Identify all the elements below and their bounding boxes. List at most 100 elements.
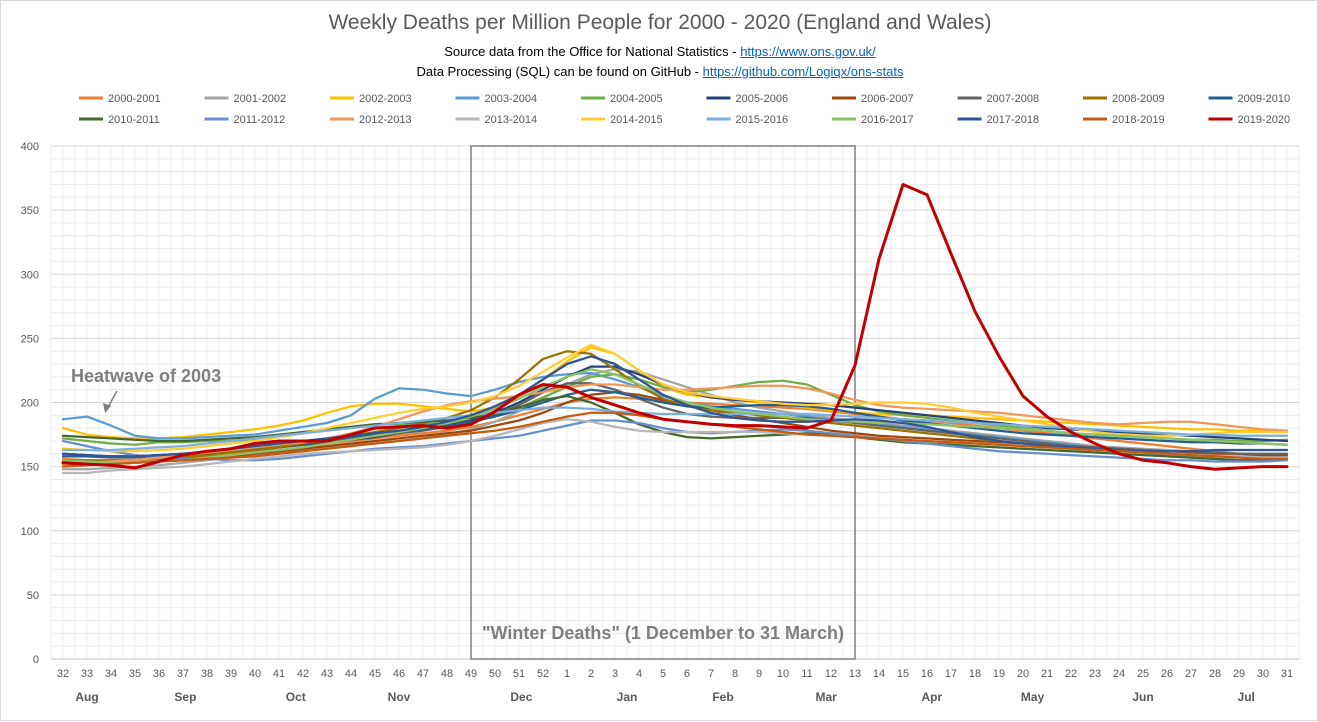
series-lines <box>61 183 1289 475</box>
legend-item: 2001-2002 <box>204 93 287 105</box>
legend-label: 2003-2004 <box>485 93 538 105</box>
series-line-2002-2003 <box>61 346 1289 440</box>
x-tick-label: 42 <box>297 668 309 680</box>
legend-item: 2015-2016 <box>706 114 789 126</box>
legend: 2000-2001 2001-2002 2002-2003 2003-2004 2004… <box>79 93 1290 126</box>
series-line-2010-2011 <box>61 394 1289 462</box>
x-tick-label: 7 <box>708 668 714 680</box>
x-tick-label: 37 <box>177 668 189 680</box>
y-tick-label: 400 <box>21 141 39 153</box>
source-link[interactable]: https://www.ons.gov.uk/ <box>740 44 876 59</box>
series-line-2012-2013 <box>61 383 1289 466</box>
github-link[interactable]: https://github.com/Logiqx/ons-stats <box>702 64 904 79</box>
x-tick-label: 15 <box>897 668 909 680</box>
x-tick-label: 10 <box>777 668 789 680</box>
y-tick-label: 50 <box>27 590 39 602</box>
x-tick-label: 48 <box>441 668 453 680</box>
legend-item: 2016-2017 <box>832 114 914 126</box>
x-tick-label: 11 <box>801 668 812 680</box>
month-label: Sep <box>174 690 196 704</box>
series-line-2017-2018 <box>61 355 1289 458</box>
legend-label: 2011-2012 <box>234 114 286 126</box>
legend-label: 2008-2009 <box>1112 93 1165 105</box>
month-label: May <box>1021 690 1045 704</box>
x-tick-label: 23 <box>1089 668 1101 680</box>
legend-item: 2003-2004 <box>455 93 538 105</box>
series-line-2014-2015 <box>61 343 1289 453</box>
month-label: Jun <box>1132 690 1153 704</box>
x-tick-label: 39 <box>225 668 237 680</box>
legend-item: 2009-2010 <box>1208 93 1291 105</box>
series-line-2001-2002 <box>61 368 1289 471</box>
legend-label: 2001-2002 <box>234 93 287 105</box>
x-tick-label: 41 <box>273 668 285 680</box>
month-label: Jul <box>1238 690 1255 704</box>
legend-label: 2012-2013 <box>359 114 412 126</box>
winter-annotation: "Winter Deaths" (1 December to 31 March) <box>482 623 844 643</box>
x-tick-label: 28 <box>1209 668 1221 680</box>
month-label: Dec <box>510 690 532 704</box>
y-tick-label: 150 <box>21 462 39 474</box>
legend-item: 2013-2014 <box>455 114 537 126</box>
legend-label: 2010-2011 <box>108 114 160 126</box>
x-tick-label: 38 <box>201 668 213 680</box>
legend-item: 2011-2012 <box>204 114 286 126</box>
legend-label: 2018-2019 <box>1112 114 1165 126</box>
month-label: Apr <box>921 690 942 704</box>
legend-item: 2014-2015 <box>581 114 663 126</box>
x-tick-label: 3 <box>612 668 618 680</box>
legend-item: 2000-2001 <box>79 93 161 105</box>
x-tick-label: 33 <box>81 668 93 680</box>
x-tick-label: 44 <box>345 668 357 680</box>
series-line-2007-2008 <box>61 382 1289 459</box>
x-tick-label: 31 <box>1281 668 1293 680</box>
x-tick-label: 36 <box>153 668 165 680</box>
x-tick-label: 50 <box>489 668 501 680</box>
legend-item: 2019-2020 <box>1208 114 1290 126</box>
legend-label: 2014-2015 <box>610 114 663 126</box>
x-tick-label: 51 <box>513 668 525 680</box>
x-tick-label: 16 <box>921 668 933 680</box>
processing-text: Data Processing (SQL) can be found on Gi… <box>416 64 703 79</box>
x-tick-label: 20 <box>1017 668 1029 680</box>
legend-label: 2009-2010 <box>1238 93 1291 105</box>
x-tick-label: 27 <box>1185 668 1197 680</box>
x-tick-label: 4 <box>636 668 642 680</box>
x-tick-label: 17 <box>945 668 957 680</box>
month-label: Nov <box>388 690 411 704</box>
legend-label: 2016-2017 <box>861 114 914 126</box>
x-tick-label: 18 <box>969 668 981 680</box>
x-tick-label: 49 <box>465 668 477 680</box>
legend-item: 2012-2013 <box>330 114 412 126</box>
legend-item: 2005-2006 <box>706 93 789 105</box>
legend-label: 2015-2016 <box>736 114 789 126</box>
x-tick-label: 13 <box>849 668 861 680</box>
x-tick-label: 47 <box>417 668 429 680</box>
x-tick-label: 40 <box>249 668 261 680</box>
legend-item: 2017-2018 <box>957 114 1039 126</box>
y-tick-label: 100 <box>21 526 39 538</box>
legend-label: 2000-2001 <box>108 93 161 105</box>
legend-item: 2018-2019 <box>1083 114 1165 126</box>
x-tick-label: 32 <box>57 668 69 680</box>
y-tick-label: 300 <box>21 269 39 281</box>
x-tick-label: 12 <box>825 668 837 680</box>
month-label: Oct <box>286 690 306 704</box>
series-line-2016-2017 <box>61 368 1289 464</box>
x-tick-label: 24 <box>1113 668 1125 680</box>
x-tick-label: 46 <box>393 668 405 680</box>
x-tick-label: 9 <box>756 668 762 680</box>
month-label: Feb <box>712 690 733 704</box>
legend-item: 2002-2003 <box>330 93 412 105</box>
x-tick-label: 30 <box>1257 668 1269 680</box>
x-tick-label: 8 <box>732 668 738 680</box>
legend-label: 2007-2008 <box>987 93 1040 105</box>
series-line-2011-2012 <box>61 419 1289 463</box>
legend-label: 2005-2006 <box>736 93 789 105</box>
series-line-2015-2016 <box>61 406 1289 452</box>
x-tick-label: 29 <box>1233 668 1245 680</box>
legend-item: 2004-2005 <box>581 93 663 105</box>
legend-label: 2004-2005 <box>610 93 663 105</box>
source-line: Source data from the Office for National… <box>1 44 1318 59</box>
